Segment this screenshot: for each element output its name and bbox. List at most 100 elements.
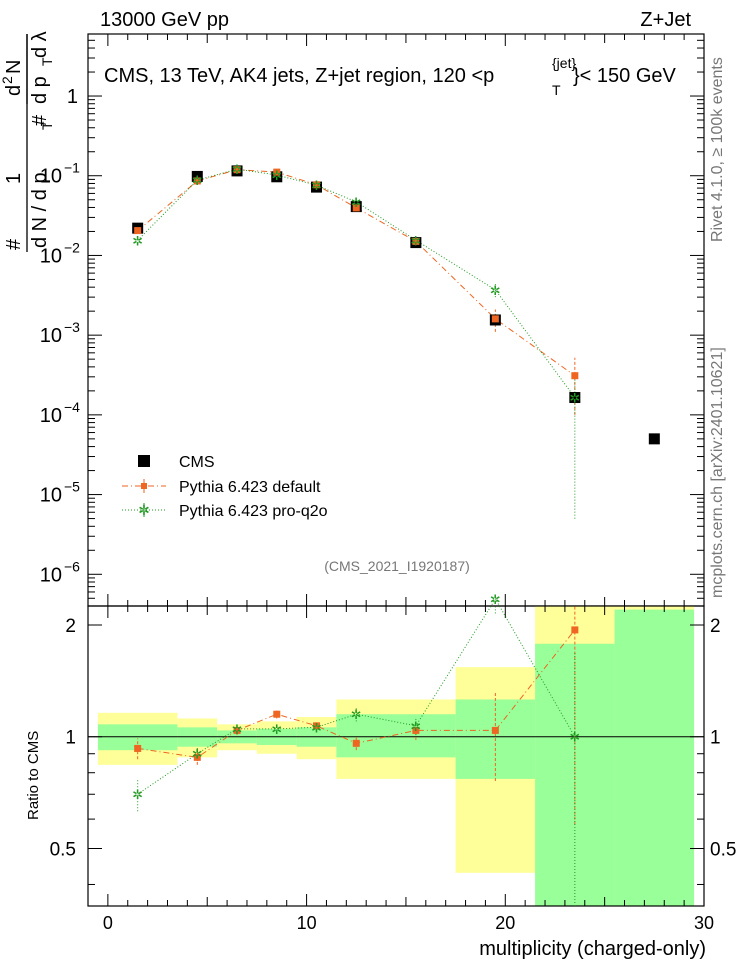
ratio-point-proq2o: ✲ [192, 748, 203, 763]
data-point-default [233, 166, 241, 174]
ratio-point-default [313, 722, 321, 730]
data-point-proq2o: ✲ [351, 196, 362, 211]
y-tick-label: 10 [40, 485, 62, 507]
ratio-y-tick-label: 1 [65, 728, 76, 749]
header-collision: 13000 GeV pp [100, 9, 229, 31]
ylabel-dn-dpt: d N / d p [29, 172, 51, 248]
data-point-default [193, 177, 201, 185]
x-tick-label: 10 [297, 913, 317, 933]
y-tick-exponent: −6 [64, 558, 80, 574]
ylabel-2: 2 [0, 76, 15, 84]
data-point-default [134, 227, 142, 235]
x-tick-label: 20 [495, 913, 515, 933]
data-point-proq2o: ✲ [192, 174, 203, 189]
y-tick-exponent: −4 [64, 399, 80, 415]
ratio-y-tick-label-right: 0.5 [710, 839, 736, 860]
plot-title-tail: }< 150 GeV [573, 65, 677, 87]
data-point-proq2o: ✲ [311, 179, 322, 194]
main-frame [87, 33, 705, 607]
data-point-cms [569, 392, 581, 404]
ylabel-hash2: # [29, 114, 51, 126]
ratio-point-default [233, 726, 241, 734]
legend-marker-cms [138, 455, 150, 467]
ylabel-dpt-sub: T [39, 121, 55, 130]
ratio-point-proq2o: ✲ [232, 723, 243, 738]
y-tick-label: 1 [67, 86, 78, 108]
data-point-default [571, 372, 579, 380]
ratio-y-tick-label-right: 2 [710, 616, 721, 637]
plot-title-sub: T [552, 82, 561, 98]
legend-label-cms: CMS [179, 454, 215, 471]
ylabel-d: d [3, 85, 25, 96]
legend: CMS Pythia 6.423 default ✲ Pythia 6.423 … [122, 454, 328, 520]
legend-label-proq2o: Pythia 6.423 pro-q2o [179, 503, 328, 520]
data-point-default [491, 315, 499, 323]
data-point-proq2o: ✲ [569, 392, 580, 407]
ylabel-dp: d p [29, 76, 51, 104]
legend-label-default: Pythia 6.423 default [179, 479, 321, 496]
legend-marker-default [141, 483, 147, 489]
data-point-proq2o: ✲ [232, 163, 243, 178]
data-point-default [313, 181, 321, 189]
ylabel-dlambda: d λ [29, 31, 51, 58]
ratio-point-proq2o: ✲ [311, 721, 322, 736]
data-point-proq2o: ✲ [490, 284, 501, 299]
data-point-default [352, 204, 360, 212]
y-tick-label: 10 [40, 564, 62, 586]
x-tick-label: 0 [103, 913, 113, 933]
y-tick-label: 10 [40, 166, 62, 188]
plot-title-sup: {jet} [552, 55, 576, 71]
ratio-y-tick-label: 0.5 [50, 839, 76, 860]
ratio-y-tick-label-right: 1 [710, 728, 721, 749]
data-point-cms [648, 433, 660, 445]
legend-marker-proq2o: ✲ [138, 503, 150, 519]
ratio-y-axis-label: Ratio to CMS [25, 731, 42, 820]
ratio-point-default [491, 726, 499, 734]
ratio-point-proq2o: ✲ [569, 731, 580, 746]
ratio-band-inner [614, 609, 695, 906]
y-tick-exponent: −2 [64, 239, 80, 255]
analysis-id: (CMS_2021_I1920187) [324, 558, 470, 574]
data-point-proq2o: ✲ [410, 234, 421, 249]
ratio-frame [87, 605, 705, 907]
ratio-panel: 0 10 20 30 0.5 0.5 1 1 2 2 ✲ ✲ ✲ ✲ ✲ ✲ ✲ ✲ ✲ [50, 593, 737, 933]
ratio-point-proq2o: ✲ [271, 723, 282, 738]
data-point-cms [191, 170, 203, 182]
ylabel-one: 1 [3, 173, 25, 184]
ylabel-hash1: # [3, 238, 25, 250]
plot-title-main: CMS, 13 TeV, AK4 jets, Z+jet region, 120… [104, 65, 494, 87]
ratio-point-proq2o: ✲ [410, 720, 421, 735]
data-point-proq2o: ✲ [132, 234, 143, 249]
ylabel-N: N [3, 60, 25, 74]
ratio-point-proq2o: ✲ [351, 708, 362, 723]
mcplots-label: mcplots.cern.ch [arXiv:2401.10621] [709, 347, 726, 598]
data-point-default [273, 168, 281, 176]
y-tick-exponent: −3 [64, 319, 80, 335]
ratio-point-default [352, 739, 360, 747]
ratio-point-default [193, 753, 201, 761]
ratio-point-default [412, 726, 420, 734]
ratio-y-tick-label: 2 [65, 616, 76, 637]
ratio-point-default [134, 744, 142, 752]
main-y-axis-label: 1 # d N / d p T # d 2 N d p T d λ [0, 31, 55, 252]
y-tick-label: 10 [40, 325, 62, 347]
data-point-cms [271, 171, 283, 183]
x-axis-label: multiplicity (charged-only) [479, 938, 706, 960]
x-tick-label: 30 [694, 913, 714, 933]
ratio-point-proq2o: ✲ [132, 788, 143, 803]
rivet-label: Rivet 4.1.0, ≥ 100k events [709, 57, 726, 242]
plot-title: CMS, 13 TeV, AK4 jets, Z+jet region, 120… [104, 65, 494, 87]
data-point-default [412, 237, 420, 245]
main-panel: 10−610−510−410−310−210 −11✲✲✲ ✲✲✲✲✲✲ [40, 33, 705, 607]
y-tick-label: 10 [40, 405, 62, 427]
ratio-point-default [273, 710, 281, 718]
ratio-point-default [571, 626, 579, 634]
y-tick-exponent: −5 [64, 479, 80, 495]
y-tick-label: 10 [40, 245, 62, 267]
ylabel-T-sub: T [39, 57, 55, 66]
ratio-point-proq2o: ✲ [490, 593, 501, 608]
header-process: Z+Jet [640, 9, 691, 31]
data-point-proq2o: ✲ [271, 169, 282, 184]
y-tick-exponent: −1 [64, 160, 80, 176]
